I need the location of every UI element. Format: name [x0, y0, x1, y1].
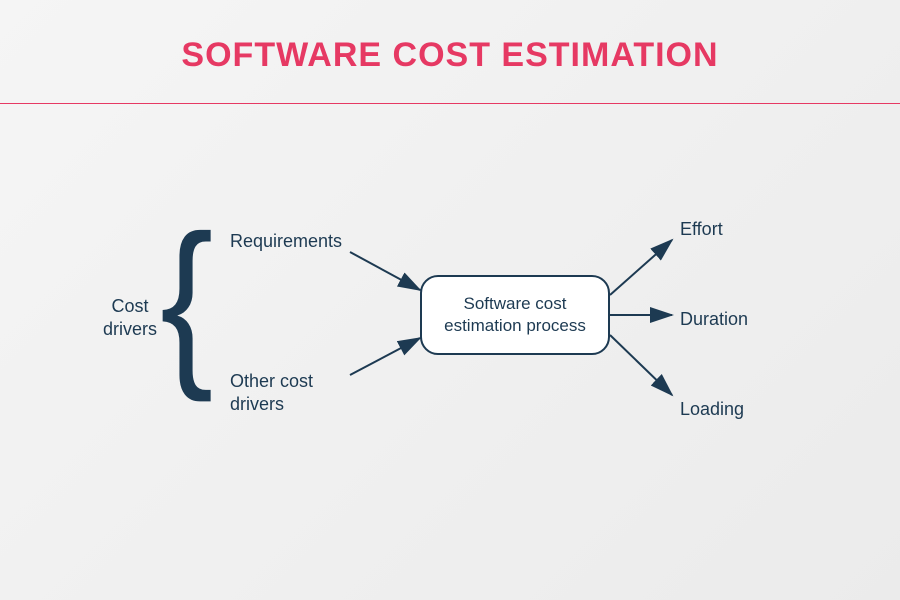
arrows-layer [0, 160, 900, 560]
cost-estimation-diagram: { Cost drivers Requirements Other cost d… [0, 160, 900, 560]
title-divider [0, 103, 900, 104]
page-title: SOFTWARE COST ESTIMATION [0, 0, 900, 75]
